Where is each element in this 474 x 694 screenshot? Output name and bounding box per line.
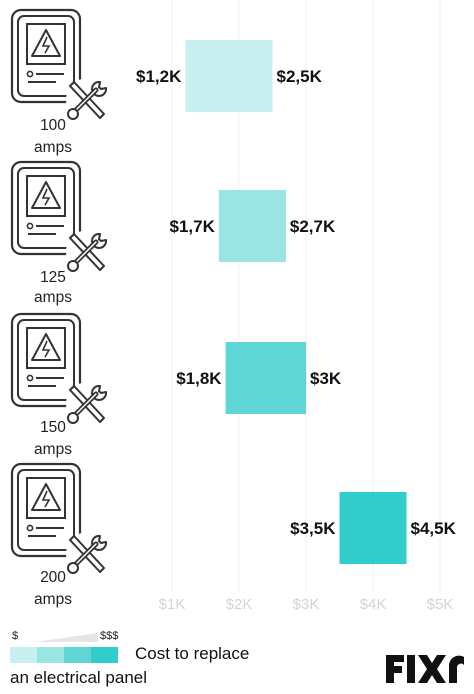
legend-swatch-2	[37, 647, 64, 663]
range-bar	[339, 492, 407, 564]
range-bar	[218, 190, 286, 262]
category-amps: 200	[40, 569, 66, 586]
fixr-logo	[386, 655, 464, 683]
category-unit: amps	[34, 139, 72, 156]
high-value-label: $2,7K	[290, 217, 336, 236]
legend-text-line1: Cost to replace	[135, 644, 250, 663]
electrical-panel-icon	[12, 314, 110, 426]
category-amps: 100	[40, 117, 66, 134]
x-tick-label: $4K	[360, 596, 387, 613]
legend-low-symbol: $	[12, 630, 19, 642]
x-tick-label: $2K	[226, 596, 253, 613]
legend-wedge	[34, 633, 98, 642]
value-labels: 100 amps $1,2K $2,5K 125 amps $1,7K $2,7K 150 amp…	[34, 67, 457, 608]
legend-swatch-1	[10, 647, 37, 663]
legend-swatch-3	[64, 647, 91, 663]
x-axis-ticks: $1K $2K $3K $4K $5K	[159, 596, 454, 613]
x-tick-label: $3K	[293, 596, 320, 613]
category-amps: 125	[40, 269, 66, 286]
electrical-panel-icon	[12, 464, 110, 576]
range-bar	[185, 40, 273, 112]
high-value-label: $2,5K	[277, 67, 323, 86]
range-bars	[185, 40, 407, 564]
low-value-label: $1,7K	[170, 217, 216, 236]
category-unit: amps	[34, 591, 72, 608]
legend-high-symbol: $$$	[100, 630, 119, 642]
legend: $ $$$ Cost to replace an electrical pane…	[10, 630, 310, 694]
low-value-label: $1,8K	[176, 369, 222, 388]
category-unit: amps	[34, 289, 72, 306]
legend-color-scale	[10, 647, 118, 663]
category-amps: 150	[40, 419, 66, 436]
high-value-label: $4,5K	[411, 519, 457, 538]
legend-swatch-4	[91, 647, 118, 663]
category-unit: amps	[34, 441, 72, 458]
low-value-label: $3,5K	[290, 519, 336, 538]
legend-text-line2: an electrical panel	[10, 668, 148, 687]
electrical-panel-icon	[12, 162, 110, 274]
range-bar	[225, 342, 306, 414]
x-tick-label: $5K	[427, 596, 454, 613]
high-value-label: $3K	[310, 369, 342, 388]
electrical-panel-icon	[12, 10, 110, 122]
x-tick-label: $1K	[159, 596, 186, 613]
low-value-label: $1,2K	[136, 67, 182, 86]
